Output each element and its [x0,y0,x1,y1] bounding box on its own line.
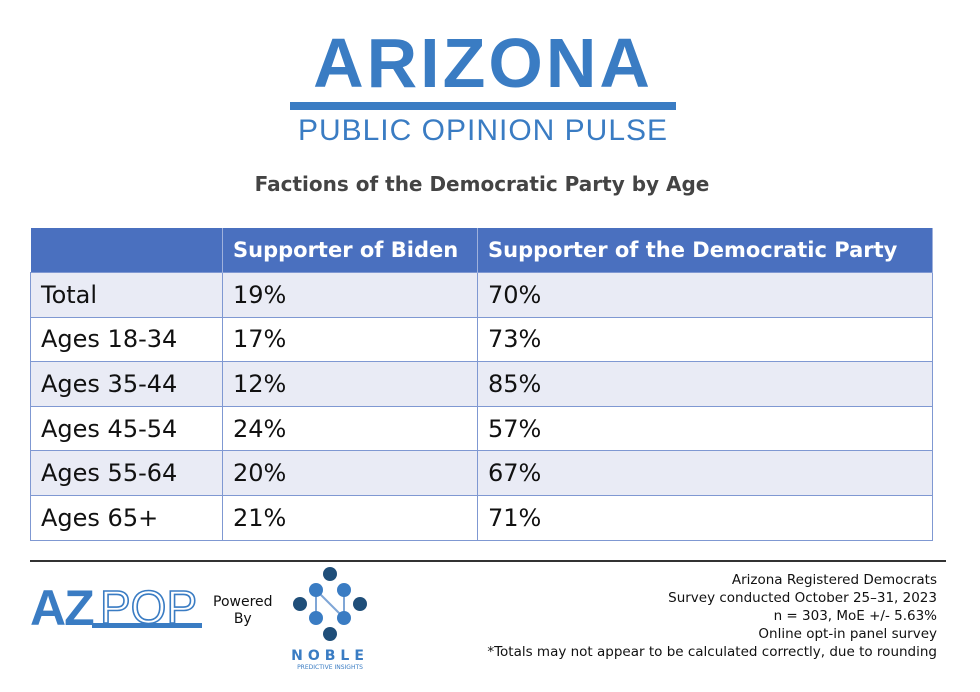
header-cell: Supporter of the Democratic Party [477,228,933,273]
svg-text:AZ: AZ [30,585,94,629]
table-row: Ages 35-44 12% 85% [30,361,933,407]
row-label: Ages 45-54 [30,405,223,452]
azpop-logo: AZ POP [30,580,202,636]
value-cell: 70% [477,272,933,318]
value-cell: 24% [222,405,478,452]
survey-notes: Arizona Registered Democrats Survey cond… [487,571,937,661]
value-cell: 73% [477,316,933,363]
svg-text:POP: POP [100,585,197,629]
logo-main-text: ARIZONA [313,24,653,102]
value-cell: 19% [222,272,478,318]
note-line: n = 303, MoE +/- 5.63% [773,608,937,624]
value-cell: 85% [477,361,933,407]
row-label: Ages 55-64 [30,450,223,496]
table-row: Total 19% 70% [30,272,933,318]
note-line: Online opt-in panel survey [758,626,937,642]
note-line: Arizona Registered Democrats [731,572,937,588]
noble-mark-icon [293,567,367,641]
powered-text: Powered [213,594,273,610]
value-cell: 17% [222,316,478,363]
table-row: Ages 65+ 21% 71% [30,494,933,541]
noble-name: NOBLE [291,648,369,664]
arizona-pop-logo: ARIZONA PUBLIC OPINION PULSE [290,28,676,148]
divider [30,560,946,562]
table-row: Ages 55-64 20% 67% [30,450,933,496]
note-line: Survey conducted October 25–31, 2023 [668,590,937,606]
value-cell: 71% [477,494,933,541]
table-row: Ages 18-34 17% 73% [30,316,933,363]
header-cell: Supporter of Biden [222,228,478,273]
results-table: Supporter of Biden Supporter of the Demo… [30,228,933,541]
value-cell: 12% [222,361,478,407]
value-cell: 57% [477,405,933,452]
row-label: Ages 35-44 [30,361,223,407]
value-cell: 20% [222,450,478,496]
note-line: *Totals may not appear to be calculated … [487,644,937,660]
logo-sub-text: PUBLIC OPINION PULSE [297,114,669,147]
powered-by: Powered By [213,594,273,628]
row-label: Ages 18-34 [30,316,223,363]
by-text: By [233,611,252,627]
page-title: Factions of the Democratic Party by Age [254,172,710,196]
noble-sub: PREDICTIVE INSIGHTS [297,664,363,671]
value-cell: 67% [477,450,933,496]
table-row: Ages 45-54 24% 57% [30,405,933,452]
logo-bar [290,102,676,110]
row-label: Ages 65+ [30,494,223,541]
header-cell [30,228,223,273]
value-cell: 21% [222,494,478,541]
noble-logo: NOBLE PREDICTIVE INSIGHTS [286,566,374,671]
row-label: Total [30,272,223,318]
table-header-row: Supporter of Biden Supporter of the Demo… [30,228,933,273]
